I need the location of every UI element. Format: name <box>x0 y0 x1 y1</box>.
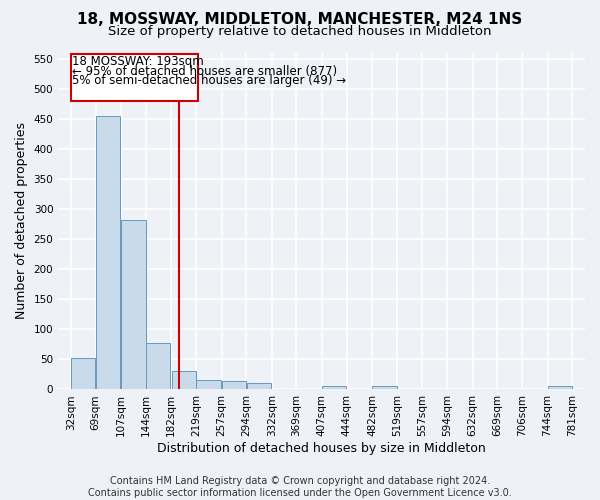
Text: Contains HM Land Registry data © Crown copyright and database right 2024.
Contai: Contains HM Land Registry data © Crown c… <box>88 476 512 498</box>
Bar <box>196 380 221 390</box>
Bar <box>71 358 95 390</box>
Bar <box>548 386 572 390</box>
Text: 18, MOSSWAY, MIDDLETON, MANCHESTER, M24 1NS: 18, MOSSWAY, MIDDLETON, MANCHESTER, M24 … <box>77 12 523 28</box>
Bar <box>172 372 196 390</box>
Text: 5% of semi-detached houses are larger (49) →: 5% of semi-detached houses are larger (4… <box>72 74 346 87</box>
Bar <box>96 116 120 390</box>
Text: 18 MOSSWAY: 193sqm: 18 MOSSWAY: 193sqm <box>72 55 204 68</box>
Bar <box>222 381 246 390</box>
Y-axis label: Number of detached properties: Number of detached properties <box>15 122 28 320</box>
Bar <box>247 384 271 390</box>
Bar <box>121 220 146 390</box>
Bar <box>146 342 170 390</box>
X-axis label: Distribution of detached houses by size in Middleton: Distribution of detached houses by size … <box>157 442 486 455</box>
Bar <box>373 386 397 390</box>
FancyBboxPatch shape <box>71 54 198 100</box>
Text: Size of property relative to detached houses in Middleton: Size of property relative to detached ho… <box>108 25 492 38</box>
Bar <box>322 386 346 390</box>
Text: ← 95% of detached houses are smaller (877): ← 95% of detached houses are smaller (87… <box>72 64 337 78</box>
